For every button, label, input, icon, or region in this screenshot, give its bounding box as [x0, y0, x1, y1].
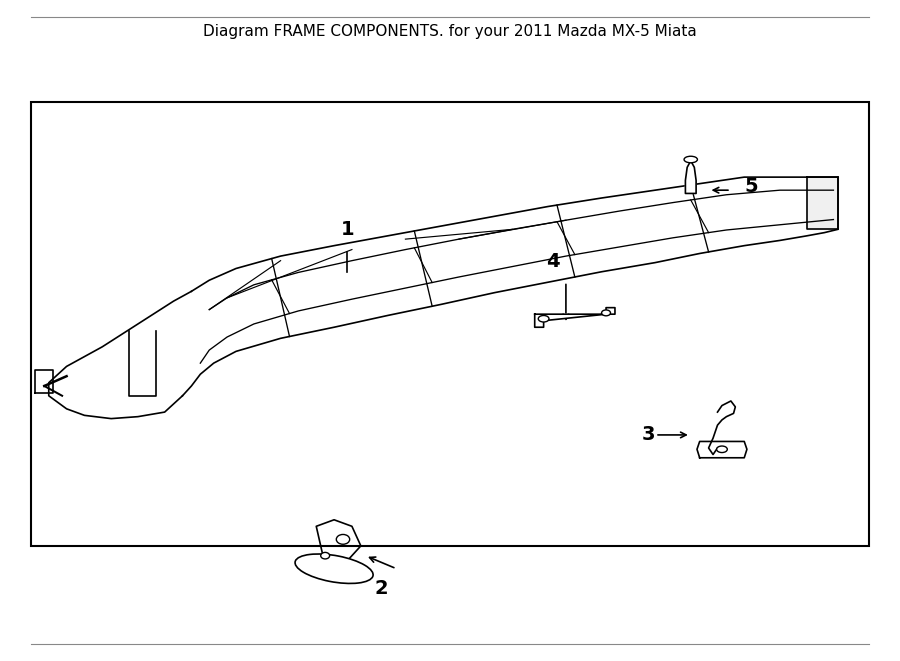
Ellipse shape [684, 156, 698, 163]
Ellipse shape [538, 315, 549, 322]
Ellipse shape [320, 553, 329, 559]
Text: 5: 5 [744, 177, 758, 196]
Bar [31, 102, 869, 546]
Polygon shape [806, 177, 838, 229]
Text: 4: 4 [545, 253, 560, 271]
Text: 3: 3 [642, 426, 655, 444]
Text: 1: 1 [340, 220, 355, 239]
Ellipse shape [601, 310, 610, 316]
Polygon shape [686, 161, 696, 194]
Ellipse shape [716, 446, 727, 453]
Ellipse shape [337, 535, 350, 544]
Polygon shape [697, 442, 747, 458]
Text: 2: 2 [374, 579, 388, 598]
Text: Diagram FRAME COMPONENTS. for your 2011 Mazda MX-5 Miata: Diagram FRAME COMPONENTS. for your 2011 … [203, 24, 697, 39]
Polygon shape [535, 307, 615, 327]
Ellipse shape [295, 554, 373, 584]
